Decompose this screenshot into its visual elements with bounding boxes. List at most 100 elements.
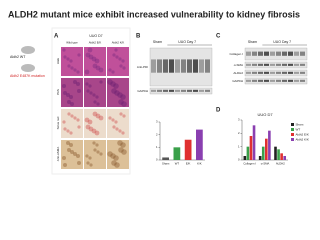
tissue-texture	[119, 112, 123, 116]
blot-band	[282, 63, 287, 66]
blot-band	[252, 63, 257, 66]
tissue-texture	[89, 91, 93, 95]
blot-header: Sham	[153, 40, 162, 44]
tissue-texture	[84, 117, 90, 123]
tissue-texture	[84, 69, 90, 75]
tissue-texture	[62, 84, 66, 88]
blot-band	[163, 59, 168, 73]
blot-band	[264, 51, 269, 56]
blot-row-label: α-SMA	[234, 63, 243, 67]
blot-band	[181, 89, 186, 92]
tissue-image	[84, 109, 106, 138]
tissue-texture	[63, 91, 67, 95]
panel-label: B	[136, 34, 141, 40]
blot-band	[252, 71, 257, 74]
legend-swatch	[291, 133, 294, 136]
tissue-texture	[88, 54, 94, 60]
tissue-texture	[86, 89, 90, 93]
bar	[277, 149, 280, 160]
blot-band	[282, 51, 287, 56]
blot-band	[205, 89, 210, 92]
y-tick-label: 1	[238, 144, 240, 148]
row-label: Sirius red	[56, 116, 60, 129]
tissue-texture	[119, 64, 123, 68]
tissue-texture	[69, 143, 73, 147]
bar	[249, 136, 253, 160]
bar	[252, 125, 256, 160]
x-tick-label: α-SMA	[261, 162, 270, 166]
blot-row-label: GAPDH	[232, 79, 243, 83]
bar	[162, 157, 169, 160]
blot-band	[294, 63, 299, 66]
tissue-texture	[73, 152, 77, 156]
tissue-texture	[114, 90, 120, 96]
tissue-texture	[94, 58, 100, 64]
tissue-texture	[95, 143, 99, 147]
blot-band	[276, 63, 281, 66]
blot-header: UUO Day 7	[178, 40, 196, 44]
blot-band	[300, 79, 305, 82]
tissue-texture	[95, 95, 99, 99]
blot-band	[246, 79, 251, 82]
legend-label: Sham	[296, 122, 304, 126]
bar	[196, 129, 203, 160]
y-tick-label: 1	[156, 145, 158, 149]
blot-band	[246, 71, 251, 74]
blot-band	[169, 89, 174, 92]
tissue-texture	[67, 100, 71, 104]
tissue-texture	[92, 93, 96, 97]
blot-band	[294, 71, 299, 74]
blot-band	[157, 59, 162, 73]
blot-band	[288, 51, 293, 56]
tissue-texture	[73, 116, 77, 120]
blot-band	[264, 63, 269, 66]
tissue-texture	[118, 129, 122, 133]
tissue-texture	[121, 149, 127, 155]
tissue-texture	[112, 53, 116, 57]
blot-band	[157, 89, 162, 92]
blot-band	[276, 71, 281, 74]
blot-band	[187, 59, 192, 73]
blot-band	[276, 79, 281, 82]
tissue-texture	[95, 113, 101, 119]
tissue-texture	[69, 131, 73, 135]
tissue-texture	[114, 48, 118, 52]
tissue-texture	[85, 124, 91, 130]
tissue-texture	[77, 161, 81, 165]
tissue-image	[61, 78, 83, 107]
blot-band	[169, 59, 174, 73]
tissue-texture	[91, 56, 97, 62]
tissue-texture	[107, 151, 113, 157]
tissue-texture	[118, 57, 122, 61]
tissue-texture	[108, 116, 112, 120]
panel-label: A	[54, 34, 59, 40]
tissue-texture	[117, 92, 123, 98]
tissue-texture	[95, 65, 101, 71]
blot-band	[151, 89, 156, 92]
tissue-texture	[121, 131, 125, 135]
bar	[268, 130, 271, 160]
tissue-texture	[92, 63, 98, 69]
tissue-image	[84, 47, 106, 76]
blot-band	[264, 79, 269, 82]
blot-band	[252, 79, 257, 82]
blot-band	[300, 71, 305, 74]
blot-band	[175, 59, 180, 73]
blot-band	[199, 89, 204, 92]
tissue-texture	[94, 130, 100, 136]
bar	[274, 146, 277, 160]
x-tick-label: E/K	[186, 162, 191, 166]
bar	[265, 138, 268, 160]
tissue-texture	[114, 120, 118, 124]
tissue-texture	[96, 102, 100, 106]
tissue-texture	[67, 148, 71, 152]
tissue-texture	[62, 48, 66, 52]
mouse-icon	[21, 64, 35, 72]
y-tick-label: 3	[156, 120, 158, 124]
blot-header: Sham	[248, 40, 257, 44]
row-label: PAS	[56, 89, 60, 95]
tissue-texture	[99, 152, 103, 156]
tissue-texture	[111, 70, 115, 74]
tissue-texture	[122, 114, 126, 118]
tissue-texture	[86, 161, 90, 165]
